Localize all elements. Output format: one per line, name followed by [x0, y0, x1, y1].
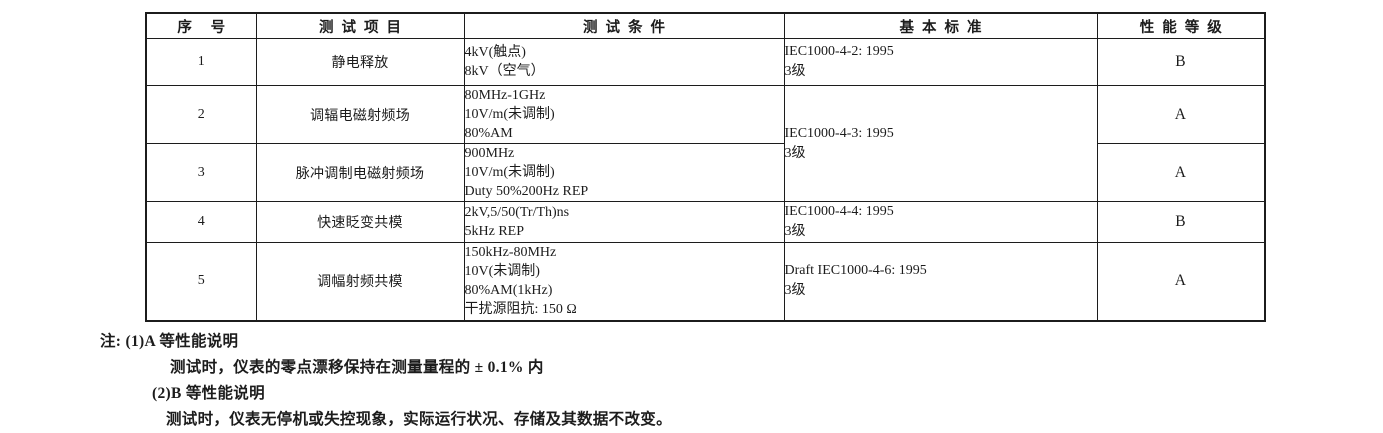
- cell-standard-merged: IEC1000-4-3: 1995 3级: [783, 85, 1098, 202]
- condition-line: 150kHz-80MHz: [464, 245, 557, 261]
- cell-grade: B: [1096, 38, 1266, 86]
- header-cell-item: 测试项目: [255, 12, 465, 39]
- cell-no: 1: [145, 38, 257, 86]
- condition-line: 80%AM: [464, 126, 513, 141]
- cell-item: 调辐电磁射频场: [255, 85, 465, 144]
- table-row: 3 脉冲调制电磁射频场 900MHz 10V/m(未调制) Duty 50%20…: [145, 143, 1266, 202]
- note-a-title: (1)A 等性能说明: [125, 333, 239, 350]
- standard-line: 3级: [784, 224, 806, 239]
- condition-line: 80MHz-1GHz: [464, 88, 546, 103]
- cell-standard: Draft IEC1000-4-6: 1995 3级: [783, 242, 1098, 321]
- cell-grade: A: [1096, 85, 1266, 144]
- cell-item: 快速眨变共模: [255, 201, 465, 243]
- table-header-row: 序号 测试项目 测试条件 基本标准 性能等级: [145, 12, 1266, 39]
- cell-item: 静电释放: [255, 38, 465, 86]
- standard-line: 3级: [784, 64, 806, 79]
- cell-grade: B: [1096, 201, 1266, 243]
- table-row: 4 快速眨变共模 2kV,5/50(Tr/Th)ns 5kHz REP IEC1…: [145, 201, 1266, 243]
- condition-line: 10V(未调制): [464, 264, 540, 280]
- cell-conditions: 2kV,5/50(Tr/Th)ns 5kHz REP: [463, 201, 785, 243]
- note-line-4: 测试时，仪表无停机或失控现象，实际运行状况、存储及其数据不改变。: [166, 411, 672, 428]
- header-cell-grade: 性能等级: [1096, 12, 1266, 39]
- condition-line: 干扰源阻抗: 150 Ω: [464, 302, 577, 318]
- condition-line: 5kHz REP: [464, 224, 525, 239]
- standard-line: IEC1000-4-4: 1995: [784, 204, 894, 219]
- condition-line: 10V/m(未调制): [464, 165, 555, 180]
- note-label: 注:: [100, 333, 122, 350]
- condition-line: 80%AM(1kHz): [464, 283, 553, 299]
- header-cell-standard: 基本标准: [783, 12, 1098, 39]
- cell-conditions: 900MHz 10V/m(未调制) Duty 50%200Hz REP: [463, 143, 785, 202]
- condition-line: 10V/m(未调制): [464, 107, 555, 122]
- condition-line: 8kV（空气）: [464, 64, 545, 79]
- standard-line: IEC1000-4-3: 1995: [784, 125, 894, 141]
- table-row: 5 调幅射频共模 150kHz-80MHz 10V(未调制) 80%AM(1kH…: [145, 242, 1266, 321]
- cell-grade: A: [1096, 242, 1266, 321]
- footnotes: 注: (1)A 等性能说明 测试时，仪表的零点漂移保持在测量量程的 ± 0.1%…: [100, 329, 672, 433]
- cell-conditions: 80MHz-1GHz 10V/m(未调制) 80%AM: [463, 85, 785, 144]
- condition-line: Duty 50%200Hz REP: [464, 184, 589, 199]
- table-row: 2 调辐电磁射频场 80MHz-1GHz 10V/m(未调制) 80%AM IE…: [145, 85, 1266, 202]
- header-cell-no: 序号: [145, 12, 257, 39]
- standard-line: 3级: [784, 145, 806, 161]
- cell-item: 脉冲调制电磁射频场: [255, 143, 465, 202]
- cell-standard: IEC1000-4-4: 1995 3级: [783, 201, 1098, 243]
- header-cell-condition: 测试条件: [463, 12, 785, 39]
- note-line-1: 注: (1)A 等性能说明: [100, 329, 672, 355]
- cell-conditions: 4kV(触点) 8kV（空气）: [463, 38, 785, 86]
- standard-line: IEC1000-4-2: 1995: [784, 44, 894, 59]
- cell-no: 5: [145, 242, 257, 321]
- cell-no: 2: [145, 85, 257, 144]
- note-line-3: (2)B 等性能说明: [152, 385, 265, 402]
- cell-no: 3: [145, 143, 257, 202]
- emc-test-table: 序号 测试项目 测试条件 基本标准 性能等级 1 静电释放 4kV(触点) 8k…: [145, 12, 1266, 322]
- cell-no: 4: [145, 201, 257, 243]
- note-line-2: 测试时，仪表的零点漂移保持在测量量程的 ± 0.1% 内: [170, 359, 544, 376]
- condition-line: 900MHz: [464, 146, 515, 161]
- standard-line: Draft IEC1000-4-6: 1995: [784, 263, 927, 279]
- standard-line: 3级: [784, 283, 806, 299]
- cell-grade: A: [1096, 143, 1266, 202]
- condition-line: 2kV,5/50(Tr/Th)ns: [464, 205, 570, 220]
- cell-conditions: 150kHz-80MHz 10V(未调制) 80%AM(1kHz) 干扰源阻抗:…: [463, 242, 785, 321]
- cell-item: 调幅射频共模: [255, 242, 465, 321]
- table-row: 1 静电释放 4kV(触点) 8kV（空气） IEC1000-4-2: 1995…: [145, 38, 1266, 86]
- cell-standard: IEC1000-4-2: 1995 3级: [783, 38, 1098, 86]
- condition-line: 4kV(触点): [464, 45, 526, 60]
